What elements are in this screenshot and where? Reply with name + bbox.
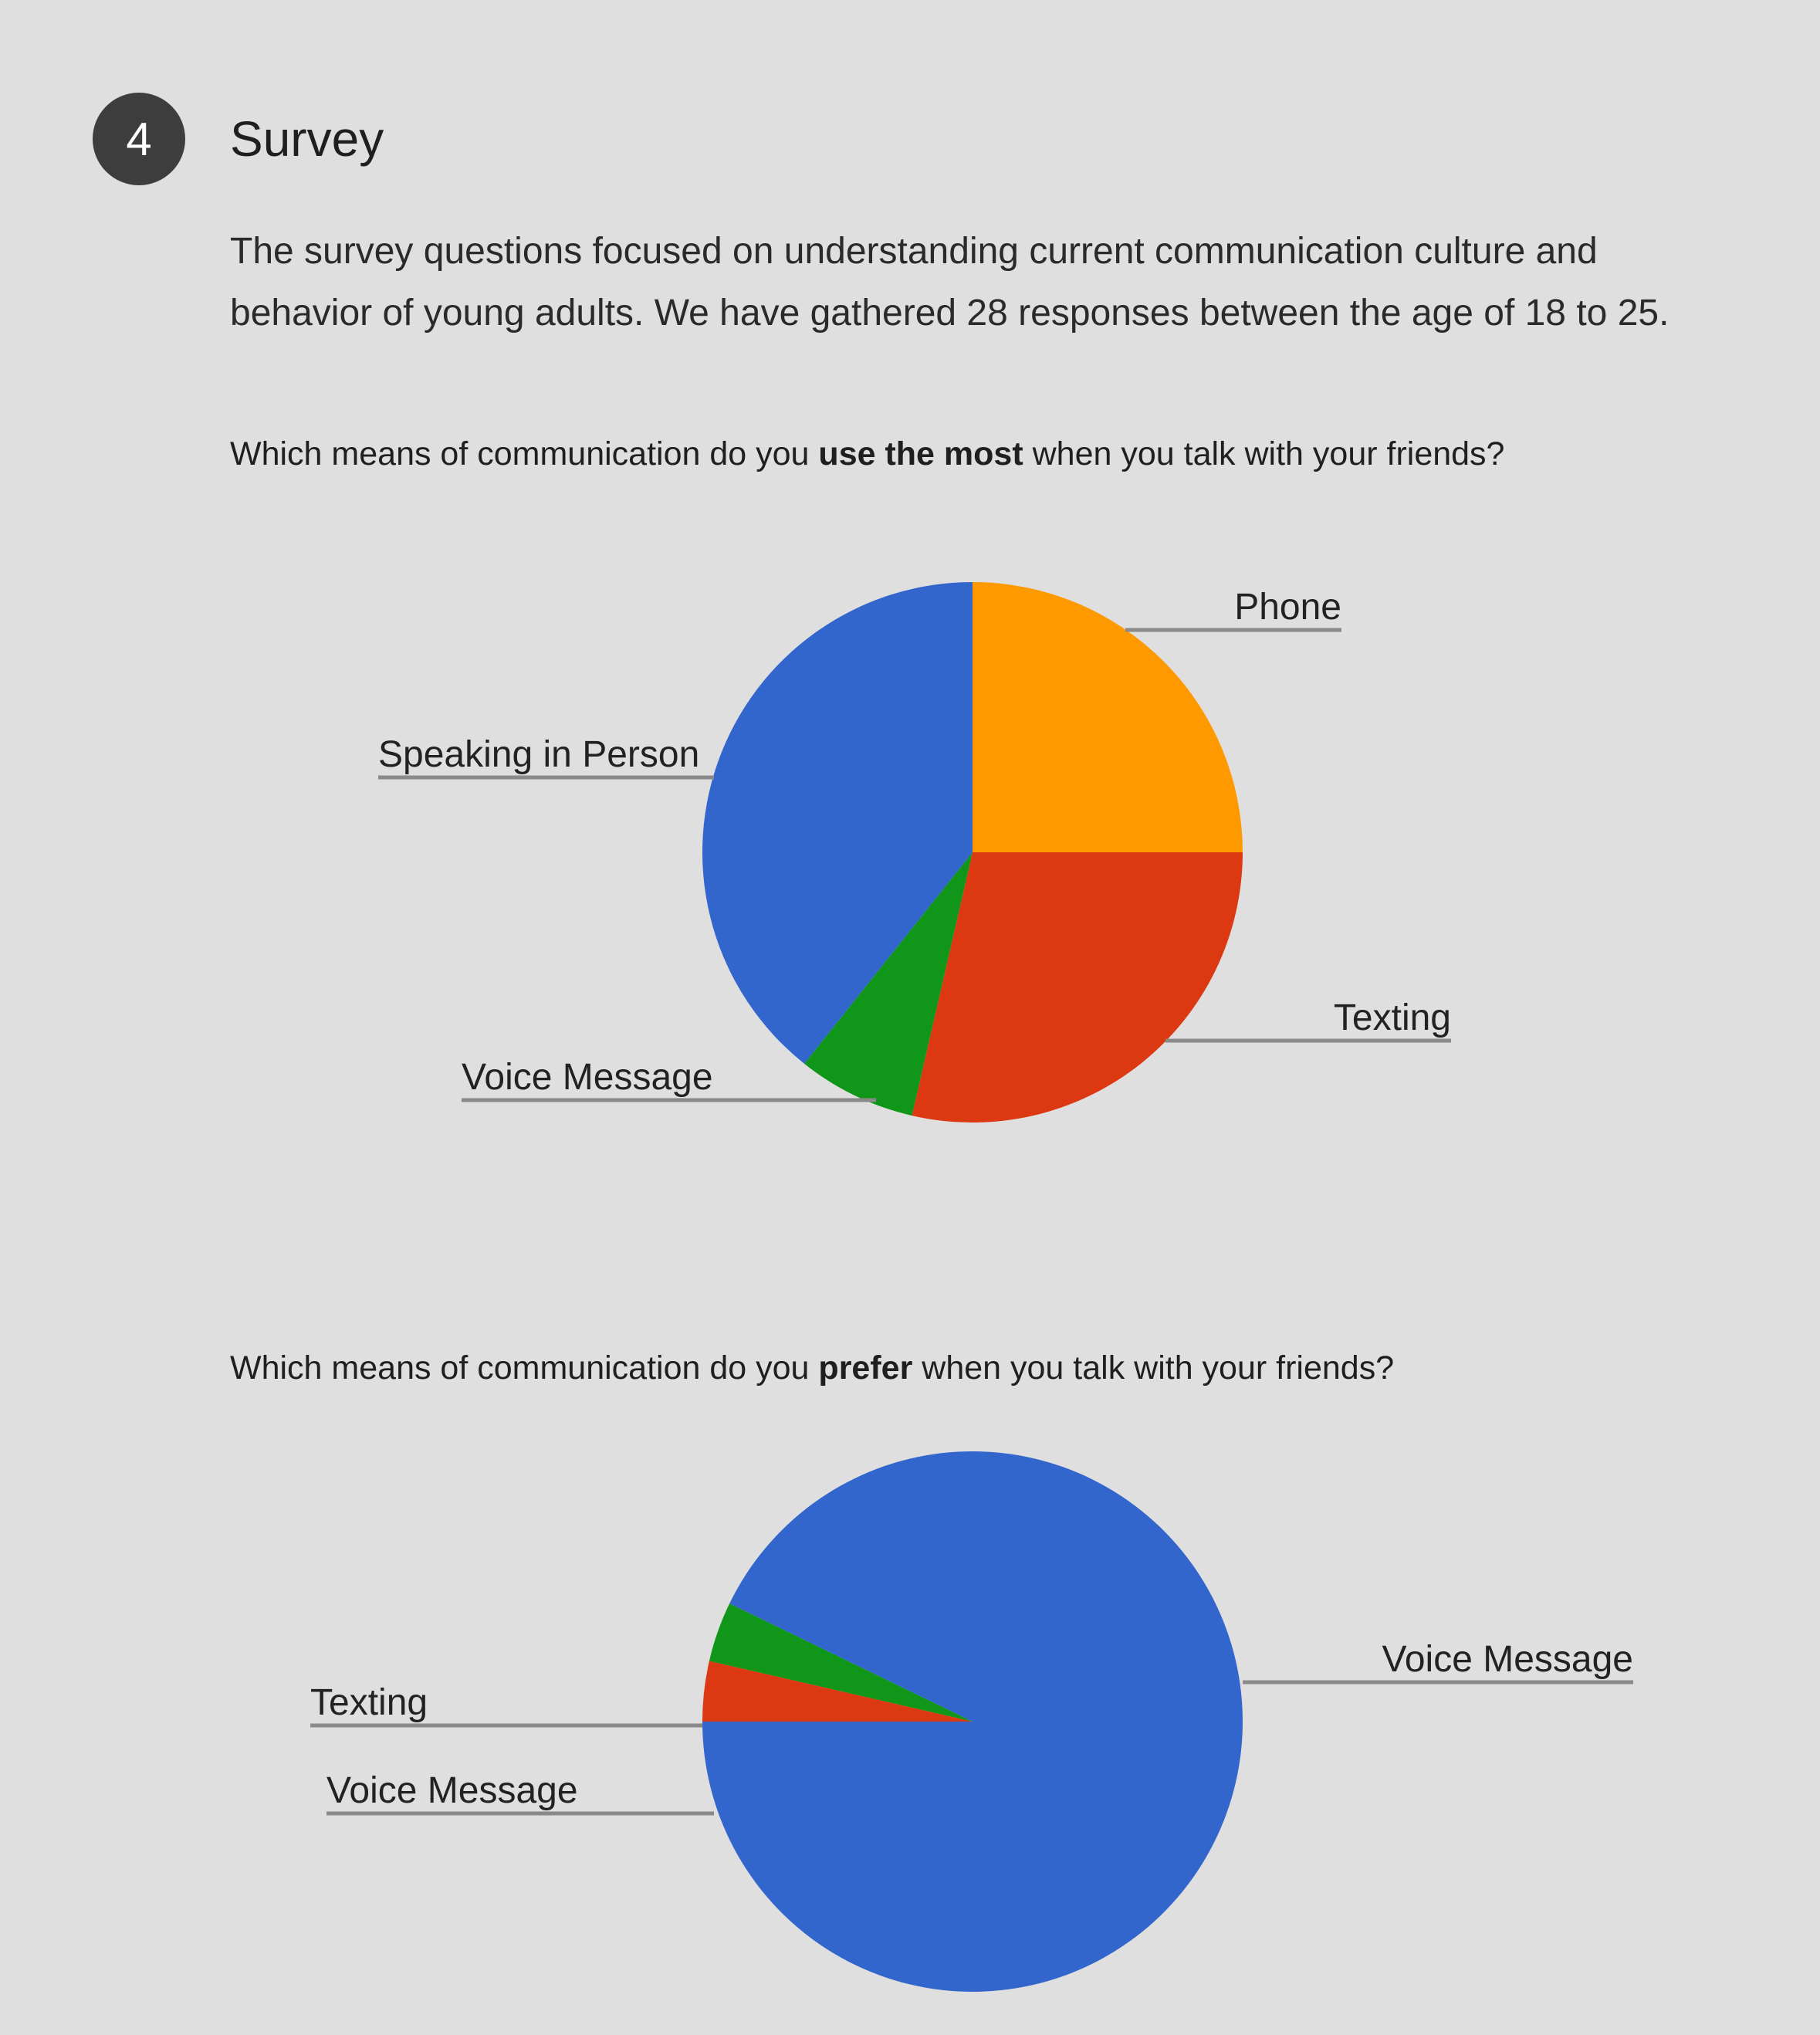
question-prefix: Which means of communication do you bbox=[230, 1349, 819, 1387]
question-emphasis: use the most bbox=[818, 435, 1023, 472]
slice-label: Texting bbox=[1334, 997, 1451, 1038]
question-use-most: Which means of communication do you use … bbox=[230, 431, 1504, 477]
pie-slice-speaking-in-person bbox=[702, 582, 973, 1064]
pie-slice-texting bbox=[912, 852, 1243, 1122]
pie-slice-voice-message bbox=[702, 1451, 1243, 1993]
question-emphasis: prefer bbox=[818, 1349, 913, 1387]
question-suffix: when you talk with your friends? bbox=[1023, 435, 1505, 472]
question-prefer: Which means of communication do you pref… bbox=[230, 1345, 1394, 1391]
pie-chart-prefer: Voice Message Voice Message Texting bbox=[310, 1451, 1633, 1993]
slice-label: Voice Message bbox=[462, 1057, 713, 1098]
pie-slice-voice-message bbox=[709, 1603, 973, 1722]
pie-slice-voice-message bbox=[804, 852, 973, 1116]
slice-label: Voice Message bbox=[326, 1770, 578, 1811]
slice-label: Speaking in Person bbox=[378, 734, 699, 775]
pie-slice-texting bbox=[702, 1661, 973, 1722]
slice-label: Phone bbox=[1234, 587, 1341, 628]
question-suffix: when you talk with your friends? bbox=[912, 1349, 1395, 1387]
section-title: Survey bbox=[230, 111, 384, 167]
pie-chart-use-most: Phone Texting Voice Message Speaking in Per… bbox=[378, 582, 1451, 1122]
step-number-badge: 4 bbox=[93, 93, 185, 185]
pie-slice-phone bbox=[973, 582, 1243, 852]
slice-label: Texting bbox=[310, 1682, 428, 1723]
intro-paragraph: The survey questions focused on understa… bbox=[230, 231, 1669, 334]
question-prefix: Which means of communication do you bbox=[230, 435, 819, 472]
slice-label: Voice Message bbox=[1382, 1639, 1633, 1680]
